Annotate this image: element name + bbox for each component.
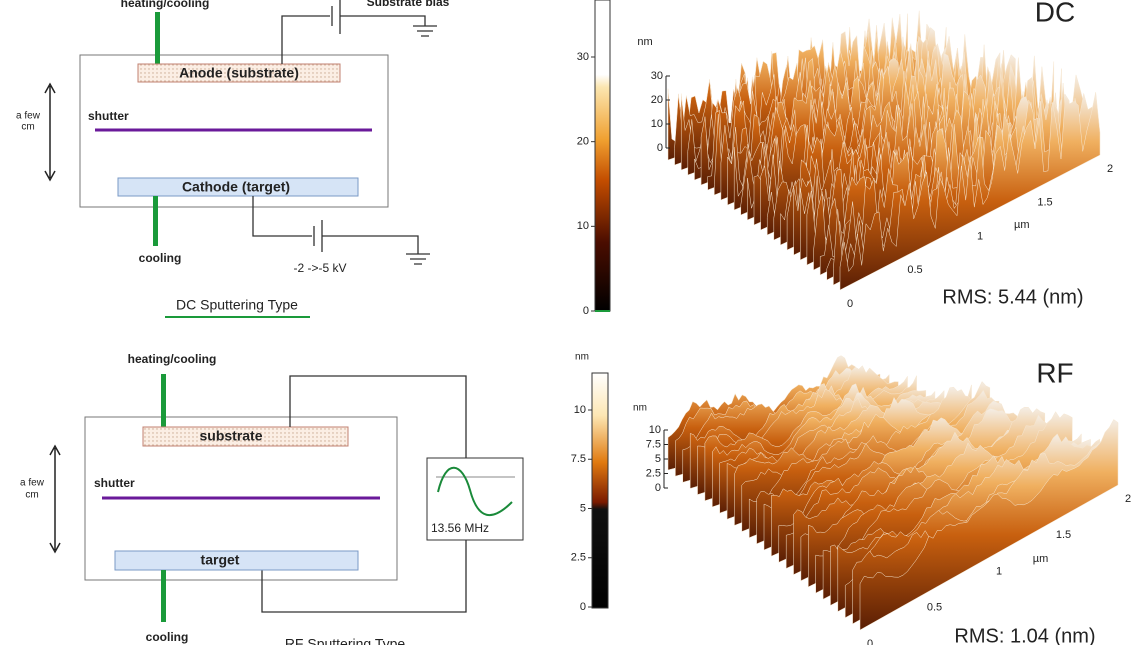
ground (413, 25, 437, 37)
wire (322, 235, 419, 254)
z-tick-label: 0 (655, 482, 661, 494)
z-tick-label: 10 (649, 424, 661, 436)
colorbar (594, 0, 611, 312)
rms-label: RMS: 5.44 (nm) (942, 286, 1083, 308)
colorbar (591, 372, 609, 609)
cooling-rod (161, 570, 166, 622)
cooling-label: cooling (146, 630, 189, 644)
colorbar-tick-label: 10 (577, 220, 589, 232)
colorbar-tick-label: 5 (580, 502, 586, 514)
anode-label: Anode (substrate) (179, 65, 299, 81)
z-unit: nm (637, 36, 652, 48)
heating-label: heating/cooling (121, 0, 210, 10)
distance-label: a few (16, 111, 41, 122)
chamber (79, 54, 389, 208)
surface-ridge (859, 419, 1119, 631)
shutter-label: shutter (94, 476, 135, 490)
ground (406, 253, 430, 265)
panel-title: RF (1036, 357, 1073, 388)
chamber (84, 416, 398, 581)
distance-label: cm (21, 122, 34, 133)
shutter-label: shutter (88, 109, 129, 123)
wire (281, 15, 330, 64)
cooling-label: cooling (139, 251, 182, 265)
colorbar-tick-label: 0 (583, 305, 589, 317)
z-tick-label: 2.5 (646, 467, 661, 479)
distance-arrow (49, 444, 61, 554)
x-tick-label: 1 (977, 230, 983, 242)
z-unit: nm (633, 403, 647, 414)
afm-surface: 0 0.5 1 1.5 2 µm 30 20 10 0 (651, 10, 1113, 310)
x-tick-label: 1 (996, 565, 1002, 577)
colorbar-tick-label: 0 (580, 601, 586, 613)
heating-rod (155, 12, 160, 64)
distance-arrow (44, 82, 56, 182)
caption: DC Sputtering Type (176, 297, 298, 313)
x-tick-label: 0.5 (907, 264, 922, 276)
colorbar-tick-label: 7.5 (571, 453, 586, 465)
frequency-label: 13.56 MHz (431, 521, 489, 535)
rms-label: RMS: 1.04 (nm) (954, 625, 1095, 645)
rf-diagram: heating/cooling substrate 13.56 MHz a fe… (20, 352, 524, 645)
cathode-label: Cathode (target) (182, 179, 290, 195)
z-tick-label: 20 (651, 94, 663, 106)
panel-title: DC (1035, 0, 1075, 27)
cooling-rod (153, 196, 158, 246)
substrate (142, 426, 349, 447)
target (114, 550, 359, 571)
wire (252, 196, 312, 237)
cathode (117, 177, 359, 197)
wire (261, 540, 467, 613)
x-tick-label: 2 (1125, 493, 1131, 505)
x-tick-label: 0 (867, 638, 873, 645)
distance-label: a few (20, 478, 45, 489)
surface-ridge (839, 92, 1101, 291)
colorbar-tick-label: 2.5 (571, 552, 586, 564)
x-tick-label: 0 (847, 298, 853, 310)
x-unit: µm (1014, 219, 1030, 231)
z-tick-label: 0 (657, 142, 663, 154)
voltage-label: -2 ->-5 kV (293, 261, 346, 275)
z-tick-label: 7.5 (646, 438, 661, 450)
anode (137, 63, 341, 83)
bias-label: Substrate bias (367, 0, 450, 9)
x-unit: µm (1033, 553, 1049, 565)
colorbar-unit: nm (575, 352, 589, 363)
caption: RF Sputtering Type (285, 636, 406, 645)
wire (289, 375, 467, 458)
x-tick-label: 0.5 (927, 602, 942, 614)
rf-source (426, 457, 524, 541)
heating-label: heating/cooling (128, 352, 217, 366)
x-tick-label: 2 (1107, 163, 1113, 175)
z-tick-label: 5 (655, 453, 661, 465)
x-tick-label: 1.5 (1056, 529, 1071, 541)
target-label: target (201, 552, 240, 568)
distance-label: cm (25, 490, 38, 501)
colorbar-tick-label: 20 (577, 136, 589, 148)
wire (340, 15, 426, 26)
z-tick-label: 30 (651, 70, 663, 82)
dc-diagram: heating/cooling Anode (substrate) Substr… (16, 0, 450, 318)
colorbar-tick-label: 10 (574, 404, 586, 416)
x-tick-label: 1.5 (1037, 197, 1052, 209)
heating-rod (161, 374, 166, 427)
afm-surface: 0 0.5 1 1.5 2 µm 10 7.5 5 2.5 0 (646, 355, 1131, 645)
substrate-label: substrate (199, 428, 262, 444)
sine-wave (437, 466, 513, 517)
colorbar-tick-label: 30 (577, 51, 589, 63)
z-tick-label: 10 (651, 118, 663, 130)
